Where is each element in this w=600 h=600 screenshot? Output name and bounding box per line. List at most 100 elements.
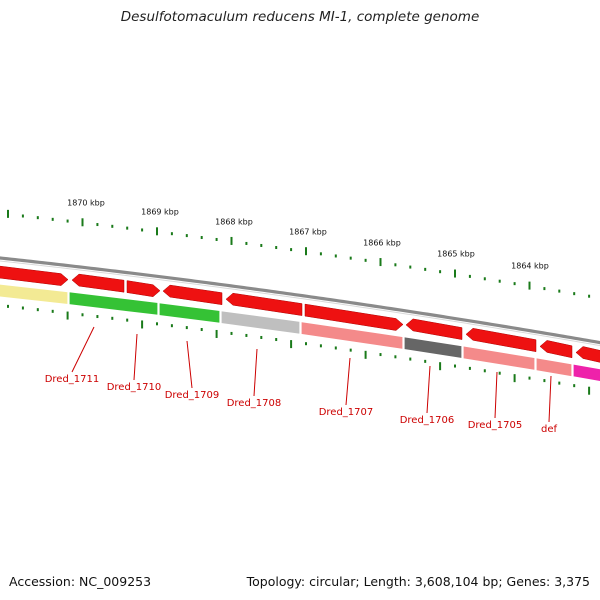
tick-label: 1868 kbp [215,217,253,226]
cds-arrow [405,318,463,340]
minor-tick [36,216,39,220]
gene-label: Dred_1706 [400,415,455,426]
minor-tick [245,241,248,245]
inner-minor-tick [454,364,456,368]
minor-tick [468,274,471,278]
gene-segment [403,335,463,360]
gene-segment-extra [572,363,600,383]
minor-tick [364,258,367,262]
minor-tick [498,279,501,283]
inner-major-tick [513,374,516,383]
cds-arrow [71,273,125,293]
gene-label: Dred_1705 [468,420,523,431]
gene-segment [68,291,159,317]
gene-color-track [0,283,600,383]
cds-arrow [465,328,537,352]
inner-major-tick [364,350,367,359]
inner-minor-tick [7,304,9,308]
inner-major-tick [290,340,293,349]
minor-tick [51,217,54,221]
minor-tick [543,287,546,291]
backbone-inner-line [0,260,600,347]
map-title: Desulfotomaculum reducens MI-1, complete… [120,9,480,25]
minor-tick [170,232,173,236]
inner-minor-tick [275,338,278,342]
gene-leader-line [253,348,258,397]
inner-major-tick [588,386,591,395]
accession-text: Accession: NC_009253 [9,574,152,589]
genome-summary-text: Topology: circular; Length: 3,608,104 bp… [246,574,590,589]
minor-tick [260,243,263,247]
gene-segment [300,320,404,351]
gene-label: def [541,424,558,435]
inner-minor-tick [36,308,39,312]
minor-tick [96,223,99,227]
backbone-ring [0,256,600,347]
inner-minor-tick [468,366,471,370]
tick-label: 1867 kbp [289,227,327,236]
gene-label: Dred_1707 [319,407,374,418]
gene-leader-line [426,365,431,414]
minor-tick [275,246,278,250]
tick-label: 1870 kbp [67,199,105,208]
minor-tick [558,289,561,293]
minor-tick [409,265,412,269]
inner-minor-tick [260,335,263,339]
inner-minor-tick [319,344,322,348]
minor-tick [513,282,516,286]
minor-tick [290,248,293,252]
inner-major-tick [439,362,442,371]
minor-tick [185,234,188,238]
minor-tick [141,228,144,232]
inner-minor-tick [51,309,54,313]
minor-tick [66,219,69,223]
backbone-outer-line [0,256,600,345]
minor-tick [334,254,337,258]
inner-minor-tick [394,355,397,359]
inner-minor-tick [230,331,233,335]
tick-label: 1864 kbp [511,262,549,271]
minor-tick [483,277,486,281]
inner-minor-tick [126,318,129,322]
tick-label: 1865 kbp [437,250,475,259]
cds-arrow [304,303,404,331]
inner-minor-tick [409,357,412,361]
inner-minor-tick [81,313,84,317]
minor-tick [588,294,591,298]
inner-minor-tick [349,348,352,352]
inner-minor-tick [528,376,531,380]
minor-tick [126,226,129,230]
tick-labels: 1870 kbp 1869 kbp 1868 kbp 1867 kbp 1866 kbp… [67,199,549,271]
gene-leader-line [494,371,498,419]
cds-arrow [225,292,303,316]
gene-segment [158,301,221,325]
gene-leader-line [548,375,552,423]
inner-minor-tick [96,315,99,319]
cds-track [0,265,600,363]
gene-label: Dred_1709 [165,390,220,401]
inner-major-tick [141,320,144,329]
minor-ticks [21,214,591,298]
minor-tick [319,252,322,256]
minor-tick [349,256,352,260]
tick-label: 1869 kbp [141,208,179,217]
inner-minor-tick [558,381,561,385]
minor-tick [111,224,114,228]
inner-minor-tick [498,371,501,375]
gene-leader-line [345,357,351,406]
inner-minor-tick [170,324,173,328]
cds-arrow [539,340,573,359]
inner-minor-tick [200,328,203,332]
minor-tick [424,267,427,271]
inner-minor-tick [543,379,546,383]
minor-tick [394,263,397,267]
minor-tick [439,270,442,274]
gene-leader-line [133,333,138,381]
minor-tick [200,236,203,240]
gene-segment [462,345,536,372]
minor-tick [21,214,24,218]
gene-segment [0,283,69,306]
inner-minor-tick [245,333,248,337]
inner-minor-tick [111,316,114,320]
